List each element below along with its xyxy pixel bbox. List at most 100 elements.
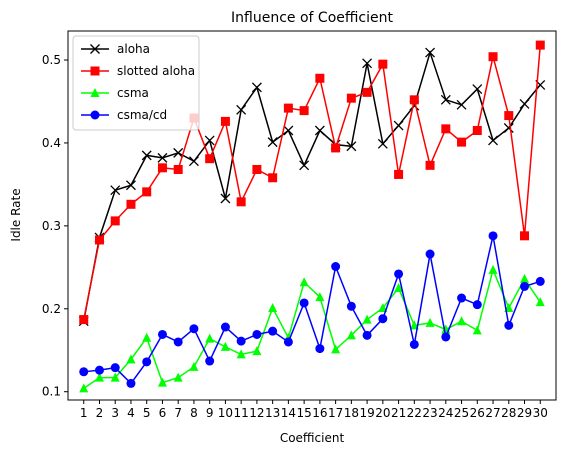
x-tick-label: 13 bbox=[265, 406, 280, 420]
data-point bbox=[378, 314, 388, 324]
data-point bbox=[283, 125, 294, 136]
data-point bbox=[205, 356, 215, 366]
data-point bbox=[94, 235, 104, 245]
data-point bbox=[205, 154, 215, 164]
data-point bbox=[394, 169, 404, 179]
data-point bbox=[520, 231, 530, 241]
data-point bbox=[267, 137, 278, 148]
legend-entry: slotted aloha bbox=[81, 64, 195, 78]
data-point bbox=[220, 116, 230, 126]
legend-entry: aloha bbox=[81, 42, 150, 56]
data-point bbox=[90, 66, 100, 76]
data-point bbox=[425, 249, 435, 259]
data-point bbox=[268, 302, 278, 312]
data-point bbox=[141, 150, 152, 161]
x-tick-label: 15 bbox=[296, 406, 311, 420]
data-point bbox=[251, 82, 262, 93]
data-point bbox=[409, 339, 419, 349]
x-tick-label: 8 bbox=[190, 406, 198, 420]
x-tick-label: 23 bbox=[422, 406, 437, 420]
data-point bbox=[331, 261, 341, 271]
data-point bbox=[314, 125, 325, 136]
x-tick-label: 24 bbox=[438, 406, 453, 420]
legend-entry: csma bbox=[81, 86, 149, 100]
data-point bbox=[299, 277, 309, 287]
data-point bbox=[331, 143, 341, 153]
data-point bbox=[205, 333, 215, 343]
data-point bbox=[299, 298, 309, 308]
series-slotted-aloha bbox=[79, 40, 545, 325]
data-point bbox=[126, 180, 136, 191]
x-tick-label: 12 bbox=[249, 406, 264, 420]
x-tick-label: 18 bbox=[344, 406, 359, 420]
legend-label: csma/cd bbox=[117, 108, 167, 122]
data-point bbox=[472, 300, 482, 310]
series-layer bbox=[78, 40, 546, 393]
x-tick-label: 28 bbox=[501, 406, 516, 420]
data-point bbox=[535, 40, 545, 50]
data-point bbox=[315, 73, 325, 83]
data-point bbox=[94, 365, 104, 375]
x-tick-label: 4 bbox=[127, 406, 135, 420]
data-point bbox=[90, 88, 100, 97]
data-point bbox=[236, 349, 246, 359]
data-point bbox=[441, 124, 451, 134]
data-point bbox=[188, 156, 199, 167]
data-point bbox=[377, 138, 388, 149]
x-tick-label: 3 bbox=[111, 406, 119, 420]
data-point bbox=[252, 164, 262, 174]
data-point bbox=[472, 84, 483, 95]
data-point bbox=[90, 110, 100, 120]
data-point bbox=[189, 324, 199, 334]
data-point bbox=[488, 135, 498, 146]
x-tick-label: 17 bbox=[328, 406, 343, 420]
series-csma bbox=[79, 264, 545, 393]
data-point bbox=[440, 94, 451, 105]
data-point bbox=[126, 378, 136, 388]
data-point bbox=[79, 383, 89, 393]
data-point bbox=[110, 363, 120, 373]
x-tick-label: 25 bbox=[454, 406, 469, 420]
y-axis-title: Idle Rate bbox=[9, 188, 23, 241]
data-point bbox=[157, 163, 167, 173]
legend-entry: csma/cd bbox=[81, 108, 167, 122]
x-tick-label: 5 bbox=[143, 406, 151, 420]
data-point bbox=[189, 361, 199, 371]
x-tick-label: 9 bbox=[206, 406, 214, 420]
series-line bbox=[83, 235, 541, 385]
x-tick-label: 1 bbox=[80, 406, 88, 420]
data-point bbox=[90, 44, 100, 54]
data-point bbox=[299, 106, 309, 116]
x-tick-label: 21 bbox=[391, 406, 406, 420]
x-tick-label: 26 bbox=[470, 406, 485, 420]
series-line bbox=[83, 267, 541, 390]
y-tick-label: 0.1 bbox=[42, 385, 61, 399]
data-point bbox=[472, 126, 482, 136]
data-point bbox=[362, 314, 372, 324]
data-point bbox=[362, 330, 372, 340]
y-tick-label: 0.4 bbox=[42, 136, 61, 150]
data-point bbox=[504, 320, 514, 330]
data-point bbox=[520, 281, 530, 291]
x-tick-label: 22 bbox=[407, 406, 422, 420]
data-point bbox=[519, 99, 530, 109]
data-point bbox=[457, 316, 467, 326]
data-point bbox=[472, 325, 482, 335]
data-point bbox=[236, 104, 247, 115]
data-point bbox=[252, 346, 262, 356]
x-tick-label: 10 bbox=[218, 406, 233, 420]
x-tick-label: 16 bbox=[312, 406, 327, 420]
data-point bbox=[346, 141, 357, 152]
data-point bbox=[220, 322, 230, 332]
data-point bbox=[173, 147, 184, 158]
data-point bbox=[79, 315, 89, 325]
data-point bbox=[142, 357, 152, 367]
x-tick-label: 2 bbox=[96, 406, 104, 420]
data-point bbox=[425, 160, 435, 170]
data-point bbox=[110, 185, 121, 196]
data-point bbox=[315, 292, 325, 302]
x-axis-ticks: 1 2 3 4 5 6 7 8 9 10 11 12 13 14 15 16 17 18 19 20 21 22 23 24 2… bbox=[80, 400, 548, 420]
data-point bbox=[346, 301, 356, 311]
data-point bbox=[283, 103, 293, 113]
